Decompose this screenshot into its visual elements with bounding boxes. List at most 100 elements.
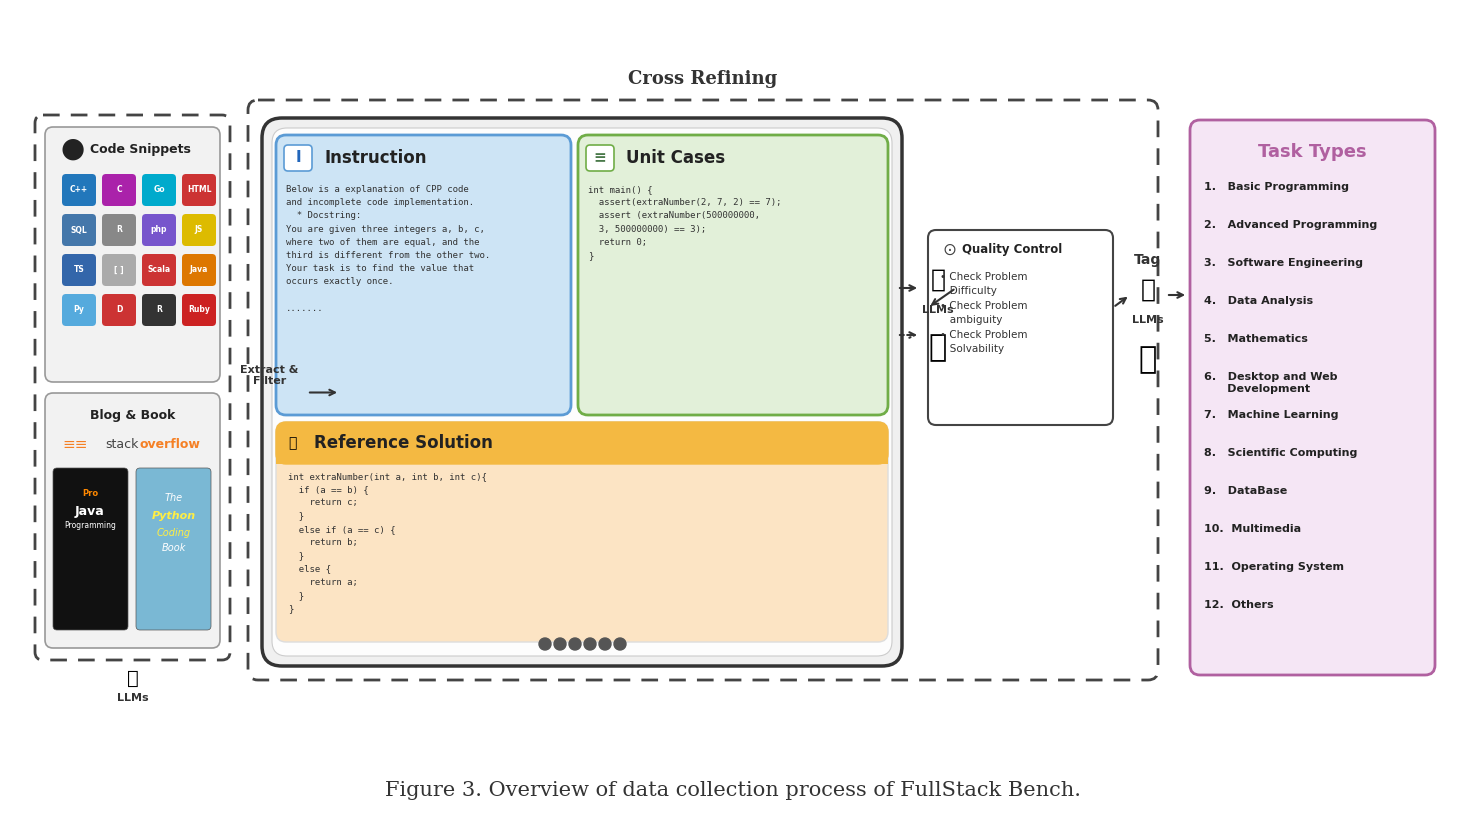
Text: Tag: Tag (1135, 253, 1161, 267)
FancyBboxPatch shape (182, 294, 216, 326)
Text: Coding: Coding (157, 528, 191, 538)
Text: 10.  Multimedia: 10. Multimedia (1204, 524, 1302, 534)
FancyBboxPatch shape (276, 135, 570, 415)
Text: 🤖: 🤖 (1141, 278, 1155, 302)
Text: Reference Solution: Reference Solution (314, 434, 493, 452)
Text: Java: Java (189, 265, 208, 275)
Circle shape (614, 638, 626, 650)
FancyBboxPatch shape (182, 174, 216, 206)
FancyBboxPatch shape (103, 174, 136, 206)
Text: 3.   Software Engineering: 3. Software Engineering (1204, 258, 1363, 268)
Text: I: I (295, 151, 301, 166)
Text: D: D (116, 305, 122, 314)
Text: The: The (166, 493, 183, 503)
Text: Unit Cases: Unit Cases (626, 149, 726, 167)
FancyBboxPatch shape (53, 468, 128, 630)
Text: stack: stack (106, 438, 138, 452)
Text: JS: JS (195, 225, 204, 235)
FancyBboxPatch shape (103, 214, 136, 246)
Text: Go: Go (152, 186, 164, 195)
FancyBboxPatch shape (586, 145, 614, 171)
Text: Extract &
Filter: Extract & Filter (240, 364, 299, 386)
Circle shape (569, 638, 581, 650)
FancyBboxPatch shape (45, 127, 220, 382)
Text: SQL: SQL (70, 225, 88, 235)
Text: Task Types: Task Types (1258, 143, 1366, 161)
Text: Programming: Programming (65, 522, 116, 531)
Text: overflow: overflow (139, 438, 201, 452)
Text: • Check Problem
   Difficulty
• Check Problem
   ambiguity
• Check Problem
   So: • Check Problem Difficulty • Check Probl… (940, 272, 1028, 354)
Text: 4.   Data Analysis: 4. Data Analysis (1204, 296, 1314, 306)
FancyBboxPatch shape (182, 254, 216, 286)
Text: ≡: ≡ (594, 151, 607, 166)
Text: Pro: Pro (82, 488, 98, 498)
FancyBboxPatch shape (182, 214, 216, 246)
Text: R: R (155, 305, 161, 314)
Text: C: C (116, 186, 122, 195)
Circle shape (554, 638, 566, 650)
FancyBboxPatch shape (276, 422, 888, 464)
FancyBboxPatch shape (262, 118, 902, 666)
FancyBboxPatch shape (62, 254, 95, 286)
Text: ●: ● (62, 135, 85, 163)
Circle shape (600, 638, 611, 650)
FancyBboxPatch shape (62, 174, 95, 206)
FancyBboxPatch shape (103, 294, 136, 326)
Text: 12.  Others: 12. Others (1204, 600, 1274, 610)
Text: Instruction: Instruction (324, 149, 427, 167)
Text: Blog & Book: Blog & Book (91, 409, 176, 422)
Text: Scala: Scala (148, 265, 170, 275)
Text: Python: Python (152, 511, 196, 521)
Text: Book: Book (161, 543, 186, 553)
FancyBboxPatch shape (142, 294, 176, 326)
FancyBboxPatch shape (276, 422, 888, 642)
Text: 🤖: 🤖 (126, 668, 138, 687)
Text: 2.   Advanced Programming: 2. Advanced Programming (1204, 220, 1377, 230)
Text: 1.   Basic Programming: 1. Basic Programming (1204, 182, 1349, 192)
FancyBboxPatch shape (142, 254, 176, 286)
Text: 6.   Desktop and Web
      Development: 6. Desktop and Web Development (1204, 372, 1337, 394)
FancyBboxPatch shape (136, 468, 211, 630)
Text: Ruby: Ruby (188, 305, 210, 314)
Text: LLMs: LLMs (922, 305, 954, 315)
Text: int extraNumber(int a, int b, int c){
  if (a == b) {
    return c;
  }
  else i: int extraNumber(int a, int b, int c){ if… (287, 472, 487, 613)
Text: ≡≡: ≡≡ (62, 438, 88, 453)
FancyBboxPatch shape (284, 145, 312, 171)
Text: C++: C++ (70, 186, 88, 195)
FancyBboxPatch shape (142, 174, 176, 206)
FancyBboxPatch shape (103, 254, 136, 286)
Circle shape (583, 638, 597, 650)
Text: Figure 3. Overview of data collection process of FullStack Bench.: Figure 3. Overview of data collection pr… (386, 780, 1080, 800)
Text: 👥: 👥 (1139, 345, 1157, 374)
FancyBboxPatch shape (45, 393, 220, 648)
Text: int main() {
  assert(extraNumber(2, 7, 2) == 7);
  assert (extraNumber(50000000: int main() { assert(extraNumber(2, 7, 2)… (588, 185, 781, 260)
FancyBboxPatch shape (578, 135, 888, 415)
Text: Code Snippets: Code Snippets (89, 142, 191, 156)
Text: 9.   DataBase: 9. DataBase (1204, 486, 1287, 496)
Text: 🤖: 🤖 (931, 268, 946, 292)
Text: Below is a explanation of CPP code
and incomplete code implementation.
  * Docst: Below is a explanation of CPP code and i… (286, 185, 490, 313)
FancyBboxPatch shape (1190, 120, 1435, 675)
Text: [ ]: [ ] (114, 265, 123, 275)
Text: LLMs: LLMs (117, 693, 148, 703)
FancyBboxPatch shape (928, 230, 1113, 425)
Text: Java: Java (75, 504, 106, 518)
Text: Cross Refining: Cross Refining (629, 70, 777, 88)
Text: 7.   Machine Learning: 7. Machine Learning (1204, 410, 1338, 420)
Text: Py: Py (73, 305, 85, 314)
Text: ✅: ✅ (287, 436, 296, 450)
Text: 11.  Operating System: 11. Operating System (1204, 562, 1344, 572)
Text: php: php (151, 225, 167, 235)
Text: 👥: 👥 (929, 334, 947, 363)
Text: ⊙: ⊙ (943, 241, 956, 259)
FancyBboxPatch shape (62, 294, 95, 326)
Text: LLMs: LLMs (1132, 315, 1164, 325)
FancyBboxPatch shape (276, 452, 888, 464)
Text: TS: TS (73, 265, 85, 275)
Circle shape (539, 638, 551, 650)
Text: 5.   Mathematics: 5. Mathematics (1204, 334, 1308, 344)
Text: R: R (116, 225, 122, 235)
FancyBboxPatch shape (142, 214, 176, 246)
Text: Quality Control: Quality Control (962, 244, 1063, 256)
FancyBboxPatch shape (62, 214, 95, 246)
